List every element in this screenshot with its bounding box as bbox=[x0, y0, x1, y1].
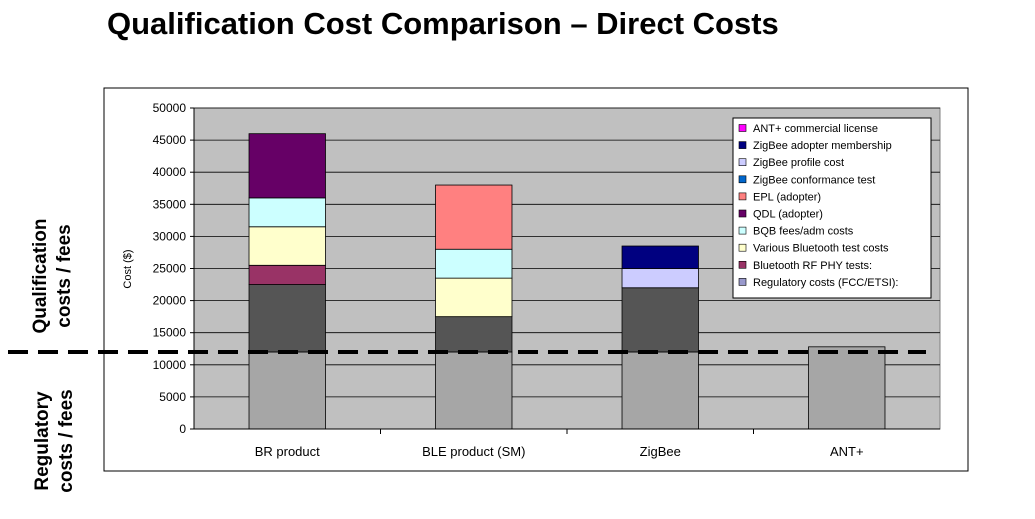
legend-label: ZigBee conformance test bbox=[753, 174, 875, 186]
legend-label: ZigBee profile cost bbox=[753, 157, 844, 169]
legend-label: Various Bluetooth test costs bbox=[753, 243, 889, 255]
qualification-costs-label: Qualification costs / fees bbox=[29, 211, 77, 341]
legend-swatch bbox=[738, 175, 747, 184]
legend-swatch bbox=[738, 192, 747, 201]
legend-label: Regulatory costs (FCC/ETSI): bbox=[753, 277, 898, 289]
legend: ANT+ commercial license ZigBee adopter me… bbox=[732, 117, 932, 299]
axes: 0 5000 10000 15000 20000 25000 30000 35000 40000… bbox=[153, 101, 940, 459]
y-tick-label: 35000 bbox=[153, 197, 187, 211]
y-tick-label: 15000 bbox=[153, 326, 187, 340]
legend-label: EPL (adopter) bbox=[753, 191, 821, 203]
x-tick-label: ZigBee bbox=[640, 444, 681, 459]
bar-segment bbox=[248, 197, 326, 228]
bar-segment bbox=[621, 245, 699, 269]
y-axis-label: Cost ($) bbox=[122, 249, 134, 288]
legend-swatch bbox=[738, 226, 747, 235]
legend-swatch bbox=[738, 260, 747, 269]
bar-segment bbox=[621, 351, 699, 430]
legend-swatch bbox=[738, 141, 747, 149]
legend-label: QDL (adopter) bbox=[753, 209, 823, 221]
y-tick-label: 5000 bbox=[159, 390, 186, 404]
bars bbox=[248, 133, 886, 430]
legend-label: BQB fees/adm costs bbox=[753, 226, 854, 238]
x-tick-label: BR product bbox=[255, 444, 320, 459]
legend-label: ZigBee adopter membership bbox=[753, 140, 892, 152]
legend-swatch bbox=[738, 209, 747, 218]
qualification-label-line1: Qualification bbox=[30, 218, 51, 334]
x-tick-label: BLE product (SM) bbox=[422, 444, 525, 459]
y-tick-label: 30000 bbox=[153, 229, 187, 243]
bar-segment bbox=[248, 284, 326, 353]
qualification-label-line2: costs / fees bbox=[54, 224, 75, 328]
legend-label: Bluetooth RF PHY tests: bbox=[753, 260, 872, 272]
y-tick-label: 0 bbox=[179, 422, 186, 436]
y-tick-label: 40000 bbox=[153, 165, 187, 179]
legend-box bbox=[732, 117, 932, 299]
bar-segment bbox=[808, 346, 886, 430]
bar-segment bbox=[621, 287, 699, 353]
legend-label: ANT+ commercial license bbox=[753, 123, 878, 135]
bar-segment bbox=[248, 264, 326, 285]
legend-swatch bbox=[738, 243, 747, 252]
y-tick-label: 50000 bbox=[153, 101, 187, 115]
y-tick-label: 20000 bbox=[153, 294, 187, 308]
legend-swatch bbox=[738, 124, 747, 132]
y-tick-label: 25000 bbox=[153, 262, 187, 276]
legend-swatch bbox=[738, 158, 747, 166]
bar-segment bbox=[248, 133, 326, 199]
bar-segment bbox=[435, 316, 513, 353]
chart-title: Qualification Cost Comparison – Direct C… bbox=[107, 6, 779, 41]
bar-segment bbox=[435, 248, 513, 279]
legend-swatch bbox=[738, 278, 747, 286]
bar-segment bbox=[435, 277, 513, 318]
bar-segment bbox=[248, 226, 326, 266]
y-tick-label: 45000 bbox=[153, 133, 187, 147]
regulatory-label-line2: costs / fees bbox=[56, 389, 77, 493]
bar-segment bbox=[621, 268, 699, 289]
bar-segment bbox=[248, 351, 326, 430]
bar-segment bbox=[435, 351, 513, 430]
regulatory-label-line1: Regulatory bbox=[32, 391, 53, 491]
x-tick-label: ANT+ bbox=[830, 444, 864, 459]
regulatory-costs-label: Regulatory costs / fees bbox=[31, 376, 79, 506]
bar-segment bbox=[435, 184, 513, 250]
y-tick-label: 10000 bbox=[153, 358, 187, 372]
